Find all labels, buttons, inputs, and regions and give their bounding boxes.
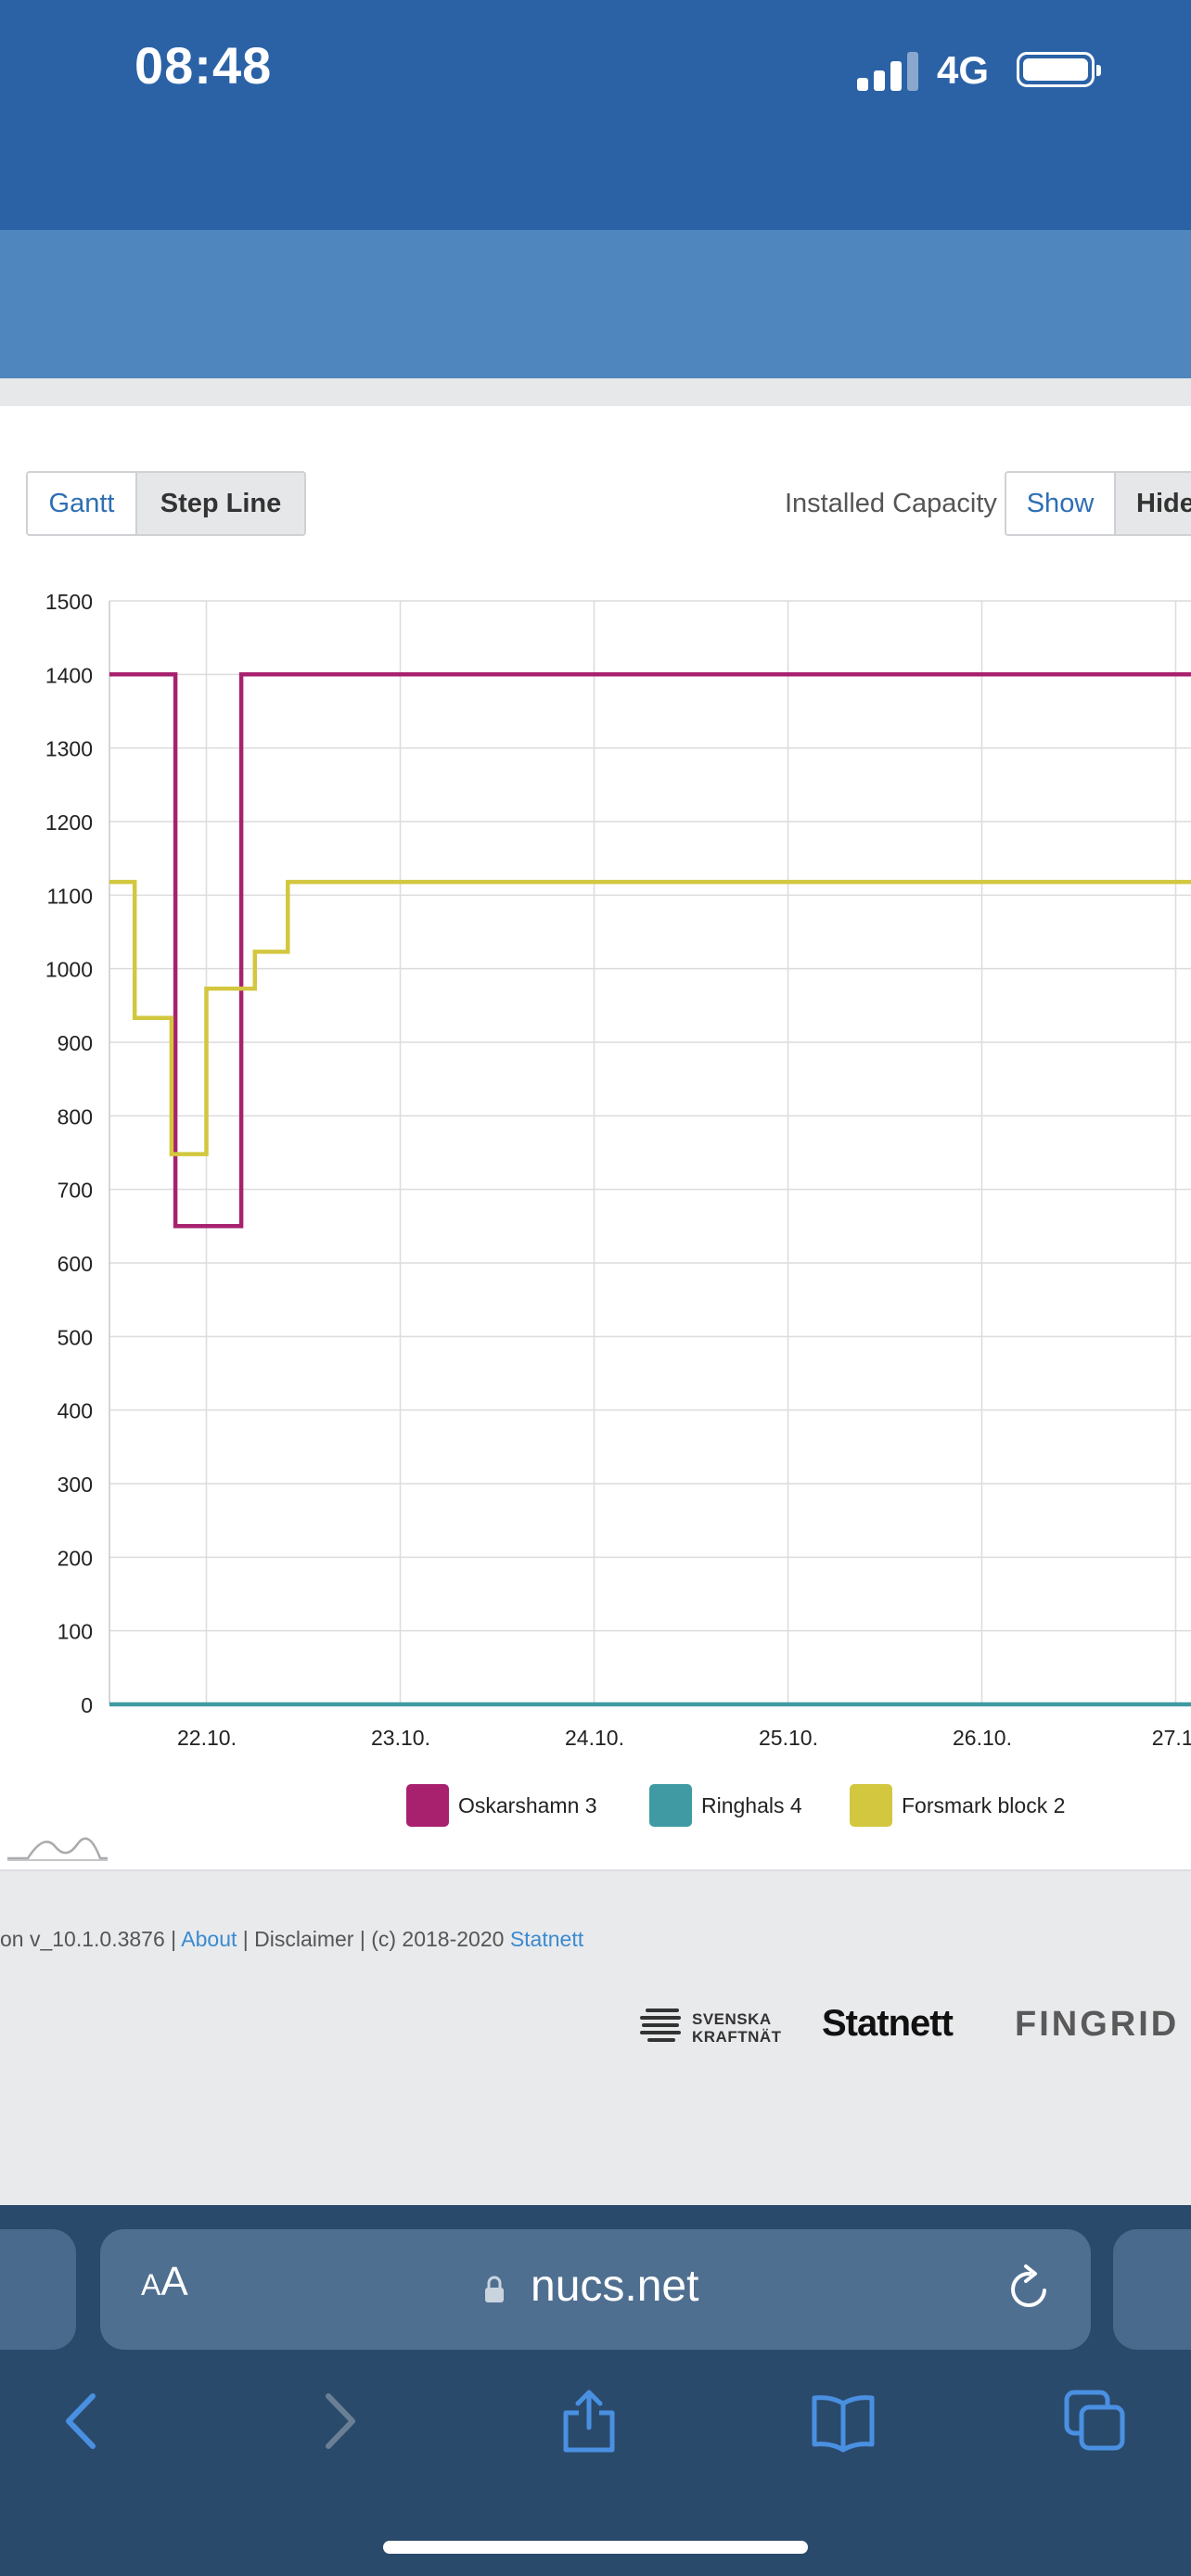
- legend-swatch[interactable]: [649, 1784, 692, 1827]
- svk-logo-line1: SVENSKA: [692, 2010, 772, 2028]
- x-tick-label: 25.10.: [759, 1726, 818, 1750]
- installed-capacity-label: Installed Capacity: [785, 489, 997, 518]
- x-tick-label: 24.10.: [565, 1726, 624, 1750]
- url-text[interactable]: nucs.net: [531, 2262, 699, 2311]
- hide-button[interactable]: Hide: [1116, 473, 1191, 534]
- svk-lines-icon: [640, 2009, 681, 2046]
- y-tick-label: 1100: [47, 884, 93, 908]
- y-tick-label: 400: [58, 1399, 93, 1423]
- about-link[interactable]: About: [181, 1927, 237, 1951]
- legend-swatch[interactable]: [406, 1784, 449, 1827]
- reload-icon[interactable]: [1004, 2263, 1056, 2315]
- chart-card: [0, 406, 1191, 1871]
- step-line-button[interactable]: Step Line: [137, 473, 304, 534]
- lock-icon: [485, 2276, 504, 2302]
- y-tick-label: 200: [58, 1546, 93, 1570]
- view-toggle: Gantt Step Line: [26, 471, 306, 536]
- tabs-icon[interactable]: [1063, 2389, 1128, 2454]
- statnett-link[interactable]: Statnett: [509, 1927, 584, 1951]
- series-line[interactable]: [109, 879, 1191, 1156]
- capacity-toggle: Show Hide: [1005, 471, 1191, 536]
- status-bar: 08:48 4G: [0, 0, 1191, 230]
- navigator-thumbnail-icon[interactable]: [7, 1837, 108, 1861]
- home-indicator: [383, 2541, 808, 2554]
- battery-icon: [1017, 52, 1101, 87]
- x-tick-label: 26.10.: [953, 1726, 1012, 1750]
- y-tick-label: 700: [58, 1179, 93, 1203]
- svk-logo-line2: KRAFTNÄT: [692, 2028, 782, 2046]
- y-tick-label: 300: [58, 1473, 93, 1497]
- disclaimer-text: | Disclaimer | (c) 2018-2020: [237, 1927, 510, 1951]
- y-tick-label: 900: [58, 1031, 93, 1055]
- section-divider: [0, 378, 1191, 406]
- next-tab-pill[interactable]: [1113, 2229, 1191, 2350]
- forward-arrow-icon[interactable]: [308, 2389, 373, 2454]
- y-tick-label: 100: [58, 1620, 93, 1644]
- y-tick-label: 1000: [45, 958, 93, 982]
- statnett-logo: Statnett: [822, 2003, 954, 2044]
- y-tick-label: 1300: [45, 737, 93, 761]
- y-tick-label: 800: [58, 1104, 93, 1129]
- site-header-band: [0, 230, 1191, 378]
- y-tick-label: 500: [58, 1325, 93, 1349]
- y-tick-label: 0: [81, 1693, 93, 1717]
- fingrid-logo: FINGRID: [1015, 2005, 1180, 2044]
- footer-text: on v_10.1.0.3876 | About | Disclaimer | …: [0, 1927, 583, 1952]
- x-tick-label: 23.10.: [371, 1726, 430, 1750]
- text-size-small-a: A: [141, 2268, 161, 2302]
- series-line[interactable]: [109, 672, 1191, 1229]
- y-tick-label: 1200: [45, 810, 93, 835]
- y-tick-label: 1500: [45, 590, 93, 614]
- x-tick-label: 22.10.: [177, 1726, 237, 1750]
- legend-label[interactable]: Forsmark block 2: [902, 1793, 1065, 1817]
- previous-tab-pill[interactable]: [0, 2229, 76, 2350]
- network-type: 4G: [937, 48, 990, 92]
- bookmarks-icon[interactable]: [811, 2389, 876, 2454]
- y-tick-label: 1400: [45, 663, 93, 687]
- back-arrow-icon[interactable]: [48, 2389, 113, 2454]
- step-line-chart: 0 100 200 300 400 500 600 700 800 900 1000 1100 1200…: [7, 590, 1191, 1861]
- legend-label[interactable]: Oskarshamn 3: [458, 1793, 597, 1817]
- version-text: on v_10.1.0.3876 |: [0, 1927, 182, 1951]
- legend-swatch[interactable]: [850, 1784, 892, 1827]
- status-time: 08:48: [134, 36, 273, 95]
- gantt-button[interactable]: Gantt: [28, 473, 137, 534]
- y-tick-label: 600: [58, 1252, 93, 1276]
- legend-label[interactable]: Ringhals 4: [701, 1793, 802, 1817]
- show-button[interactable]: Show: [1006, 473, 1116, 534]
- svenska-kraftnat-logo: SVENSKA KRAFTNÄT: [640, 2005, 781, 2051]
- cellular-signal-icon: [857, 50, 922, 91]
- text-size-large-a: A: [160, 2259, 188, 2304]
- text-size-button[interactable]: AA: [141, 2259, 188, 2305]
- x-tick-label: 27.1(: [1152, 1726, 1191, 1750]
- share-icon[interactable]: [557, 2389, 621, 2454]
- address-bar[interactable]: [100, 2229, 1091, 2350]
